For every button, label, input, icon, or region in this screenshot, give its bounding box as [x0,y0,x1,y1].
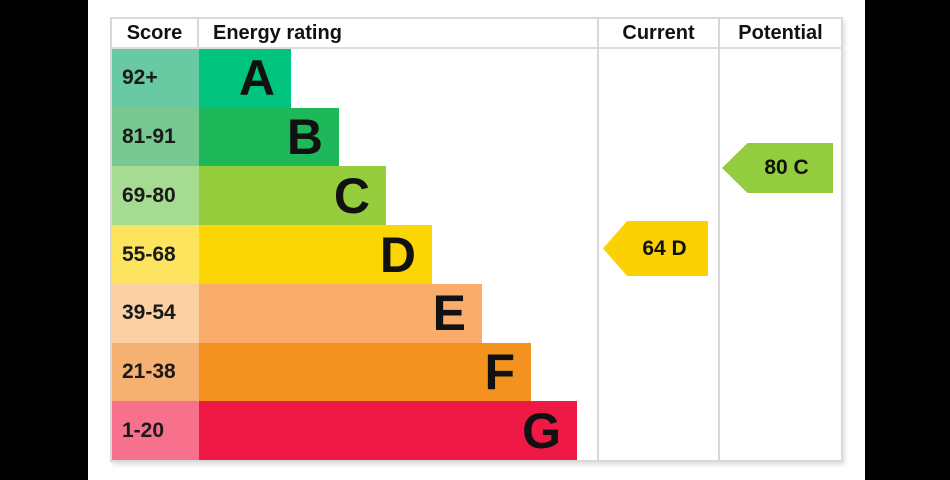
rating-letter-b: B [286,109,323,166]
potential-column-header: Potential [718,19,841,47]
band-row-f: 21-38 F [112,342,841,402]
table-header-row: Score Energy rating Current Potential [112,19,841,49]
band-row-g: 1-20 G [112,401,841,461]
rating-bar-g: G [199,401,577,461]
score-range-label: 69-80 [122,183,176,207]
rating-bar-c: C [199,166,386,226]
score-range-label: 55-68 [122,242,176,266]
score-range-label: 1-20 [122,418,165,442]
band-row-c: 69-80 C [112,166,841,226]
score-range-cell-b: 81-91 [112,107,199,167]
current-column-divider [597,19,599,460]
potential-column-divider [718,19,720,460]
rating-letter-d: D [379,226,416,283]
score-range-cell-e: 39-54 [112,283,199,343]
score-range-label: 39-54 [122,301,176,325]
left-letterbox-bar [0,0,88,480]
rating-bar-a: A [199,49,291,108]
current-column-header: Current [597,19,718,47]
rating-letter-c: C [333,167,370,224]
band-row-b: 81-91 B [112,107,841,167]
score-range-cell-d: 55-68 [112,225,199,284]
band-row-a: 92+ A [112,49,841,108]
current-rating-arrow: 64 D [603,221,708,276]
band-row-d: 55-68 D [112,225,841,284]
score-range-label: 92+ [122,66,158,90]
band-rows: 92+ A 81-91 B 69-80 C 55-68 D 39-54 E 21… [112,49,841,461]
rating-letter-e: E [432,285,466,342]
score-range-cell-c: 69-80 [112,166,199,226]
score-range-cell-g: 1-20 [112,401,199,461]
rating-letter-a: A [238,50,275,107]
score-column-header: Score [112,19,199,47]
rating-bar-d: D [199,225,432,284]
energy-rating-column-header: Energy rating [213,21,342,44]
score-range-cell-f: 21-38 [112,342,199,402]
rating-bar-e: E [199,283,482,343]
right-letterbox-bar [865,0,950,480]
epc-rating-table: Score Energy rating Current Potential 92… [110,17,843,462]
current-rating-label: 64 D [642,236,687,260]
rating-letter-g: G [522,402,561,459]
rating-bar-b: B [199,107,339,167]
rating-bar-f: F [199,342,531,402]
score-range-cell-a: 92+ [112,49,199,108]
score-range-label: 81-91 [122,125,176,149]
potential-rating-label: 80 C [764,156,809,179]
potential-rating-arrow: 80 C [722,143,833,193]
band-row-e: 39-54 E [112,283,841,343]
rating-letter-f: F [484,343,515,400]
score-range-label: 21-38 [122,359,176,383]
